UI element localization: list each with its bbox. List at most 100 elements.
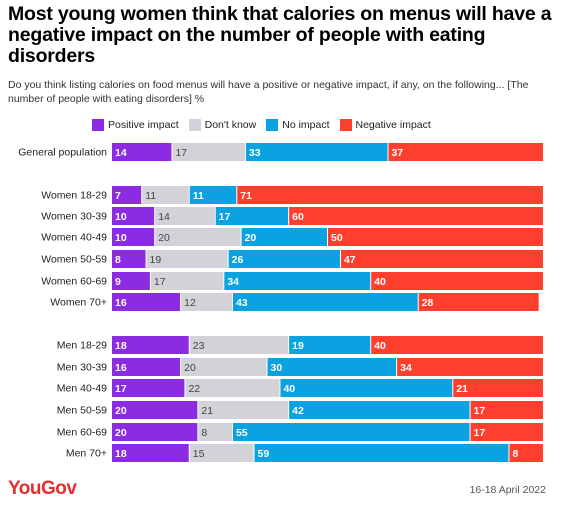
legend-swatch-no-impact (266, 119, 279, 131)
category-label-men-70: Men 70+ (66, 448, 107, 460)
category-label-men-50-59: Men 50-59 (57, 405, 107, 417)
bar-negative-impact-men-40-49 (453, 379, 543, 397)
data-label-positive-impact-women-60-69: 9 (115, 276, 121, 288)
category-label-men-40-49: Men 40-49 (57, 383, 107, 395)
bar-no-impact-men-60-69 (232, 423, 470, 441)
data-label-negative-impact-women-60-69: 40 (374, 276, 386, 288)
bar-no-impact-men-50-59 (289, 401, 470, 419)
bar-don-t-know-women-70 (181, 293, 232, 311)
bar-no-impact-men-70 (254, 444, 509, 462)
bar-no-impact-men-18-29 (289, 336, 371, 354)
bar-negative-impact-men-30-39 (397, 358, 543, 376)
data-label-don-t-know-men-30-39: 20 (184, 362, 196, 374)
bar-don-t-know-women-40-49 (155, 228, 241, 246)
data-label-positive-impact-women-18-29: 7 (115, 190, 121, 202)
data-label-positive-impact-men-70: 18 (115, 448, 127, 460)
bar-positive-impact-women-40-49 (112, 228, 155, 246)
bar-don-t-know-women-60-69 (150, 272, 224, 290)
bar-don-t-know-women-50-59 (146, 250, 228, 268)
chart-subtitle: Do you think listing calories on food me… (8, 79, 529, 105)
data-label-negative-impact-women-40-49: 50 (331, 232, 343, 244)
data-label-negative-impact-men-70: 8 (512, 448, 518, 460)
bar-positive-impact-general-population (112, 143, 172, 161)
bar-negative-impact-women-50-59 (340, 250, 543, 268)
data-label-don-t-know-men-40-49: 22 (188, 383, 200, 395)
data-label-positive-impact-general-population: 14 (115, 147, 127, 159)
bar-negative-impact-men-50-59 (470, 401, 543, 419)
bar-don-t-know-men-50-59 (198, 401, 289, 419)
data-label-positive-impact-women-40-49: 10 (115, 232, 127, 244)
bar-no-impact-men-40-49 (280, 379, 453, 397)
legend-swatch-negative (339, 119, 352, 131)
data-label-don-t-know-general-population: 17 (175, 147, 187, 159)
bar-positive-impact-women-18-29 (112, 186, 142, 204)
legend-item-negative: Negative impact (339, 119, 431, 131)
bar-don-t-know-women-18-29 (142, 186, 189, 204)
data-label-don-t-know-men-18-29: 23 (193, 340, 205, 352)
yougov-logo: YouGov (8, 478, 77, 499)
data-label-positive-impact-women-70: 16 (115, 297, 127, 309)
data-label-negative-impact-men-18-29: 40 (374, 340, 386, 352)
bar-negative-impact-men-70 (509, 444, 543, 462)
bar-negative-impact-women-70 (418, 293, 539, 311)
bar-negative-impact-general-population (388, 143, 543, 161)
data-label-negative-impact-women-30-39: 60 (292, 211, 304, 223)
bar-negative-impact-men-60-69 (470, 423, 543, 441)
category-label-women-40-49: Women 40-49 (41, 232, 107, 244)
bar-don-t-know-men-70 (189, 444, 254, 462)
bar-negative-impact-women-60-69 (371, 272, 543, 290)
data-label-negative-impact-general-population: 37 (391, 147, 403, 159)
data-label-no-impact-women-70: 43 (236, 297, 248, 309)
data-label-negative-impact-men-40-49: 21 (456, 383, 468, 395)
bar-positive-impact-men-18-29 (112, 336, 189, 354)
data-label-no-impact-men-18-29: 19 (292, 340, 304, 352)
data-label-don-t-know-women-60-69: 17 (154, 276, 166, 288)
bar-don-t-know-men-30-39 (181, 358, 267, 376)
legend-item-no-impact: No impact (266, 119, 330, 131)
data-label-no-impact-women-40-49: 20 (245, 232, 257, 244)
data-label-no-impact-men-50-59: 42 (292, 405, 304, 417)
data-label-don-t-know-men-50-59: 21 (201, 405, 213, 417)
category-label-women-30-39: Women 30-39 (41, 211, 107, 223)
legend-label-dont-know: Don't know (204, 119, 257, 131)
bar-no-impact-women-18-29 (189, 186, 237, 204)
legend-label-positive: Positive impact (108, 119, 179, 131)
survey-date: 16-18 April 2022 (469, 484, 546, 496)
bar-negative-impact-women-40-49 (328, 228, 543, 246)
data-label-don-t-know-women-50-59: 19 (150, 254, 162, 266)
bar-no-impact-women-40-49 (241, 228, 327, 246)
bar-negative-impact-women-30-39 (289, 207, 543, 225)
bar-negative-impact-men-18-29 (371, 336, 543, 354)
bar-no-impact-women-30-39 (215, 207, 289, 225)
bar-positive-impact-women-70 (112, 293, 181, 311)
data-label-no-impact-women-50-59: 26 (232, 254, 244, 266)
data-label-positive-impact-men-60-69: 20 (115, 427, 127, 439)
legend-swatch-dont-know (188, 119, 201, 131)
data-label-negative-impact-women-70: 28 (422, 297, 434, 309)
bar-positive-impact-women-50-59 (112, 250, 146, 268)
data-label-no-impact-general-population: 33 (249, 147, 261, 159)
bar-no-impact-general-population (245, 143, 388, 161)
legend-item-dont-know: Don't know (188, 119, 257, 131)
data-label-positive-impact-men-18-29: 18 (115, 340, 127, 352)
data-label-no-impact-women-60-69: 34 (227, 276, 239, 288)
category-label-men-30-39: Men 30-39 (57, 362, 107, 374)
data-label-positive-impact-women-30-39: 10 (115, 211, 127, 223)
bar-don-t-know-general-population (172, 143, 245, 161)
data-label-don-t-know-women-18-29: 11 (145, 190, 156, 202)
data-label-negative-impact-men-30-39: 34 (400, 362, 412, 374)
data-label-positive-impact-men-50-59: 20 (115, 405, 127, 417)
bar-negative-impact-women-18-29 (237, 186, 543, 204)
category-label-women-70: Women 70+ (50, 297, 107, 309)
legend-item-positive: Positive impact (92, 119, 179, 131)
data-label-no-impact-men-40-49: 40 (283, 383, 295, 395)
data-label-don-t-know-women-40-49: 20 (158, 232, 170, 244)
data-label-negative-impact-women-18-29: 71 (240, 190, 252, 202)
data-label-don-t-know-men-70: 15 (193, 448, 205, 460)
data-label-no-impact-women-18-29: 11 (193, 190, 204, 202)
data-label-no-impact-men-70: 59 (258, 448, 270, 460)
bar-no-impact-women-70 (232, 293, 418, 311)
legend: Positive impact Don't know No impact Neg… (92, 118, 441, 132)
data-label-negative-impact-men-60-69: 17 (474, 427, 486, 439)
